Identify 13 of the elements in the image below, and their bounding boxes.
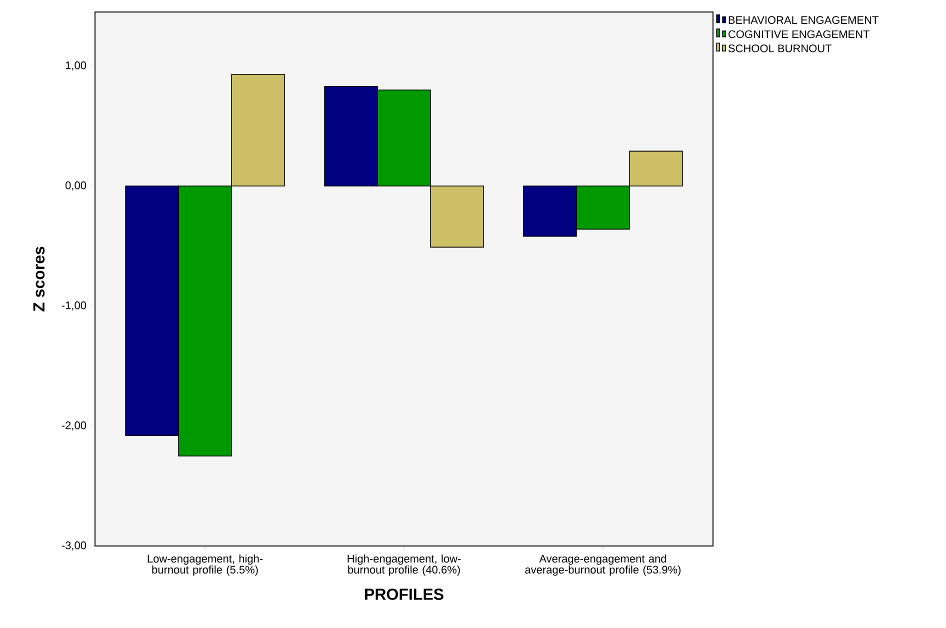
legend-label: BEHAVIORAL ENGAGEMENT bbox=[728, 16, 878, 24]
x-axis-title: PROFILES bbox=[365, 588, 444, 600]
y-tick-label: -3,00 bbox=[62, 541, 86, 551]
y-tick-label: -2,00 bbox=[62, 421, 86, 431]
y-tick-label: -1,00 bbox=[62, 301, 86, 311]
x-tick-label: Average-engagement and average-burnout profile (53.9%) bbox=[525, 554, 681, 576]
x-tick-label: Low-engagement, high-burnout profile (5.5%) bbox=[148, 554, 263, 576]
x-tick-label: High-engagement, low-burnout profile (40.6%) bbox=[348, 554, 461, 576]
y-tick-label: 0,00 bbox=[66, 181, 86, 191]
legend-label: SCHOOL BURNOUT bbox=[728, 44, 832, 52]
y-axis-title: Z scores bbox=[33, 246, 45, 312]
y-tick-label: 1,00 bbox=[66, 61, 86, 71]
legend-label: COGNITIVE ENGAGEMENT bbox=[728, 30, 870, 38]
